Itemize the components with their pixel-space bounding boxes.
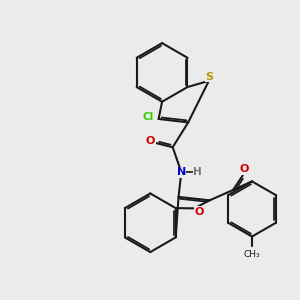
Text: H: H [194,167,202,177]
Text: N: N [177,167,186,177]
Text: O: O [194,207,204,217]
Text: Cl: Cl [143,112,154,122]
Text: CH₃: CH₃ [244,250,260,259]
Text: O: O [240,164,249,174]
Text: S: S [206,72,214,82]
Text: O: O [146,136,155,146]
